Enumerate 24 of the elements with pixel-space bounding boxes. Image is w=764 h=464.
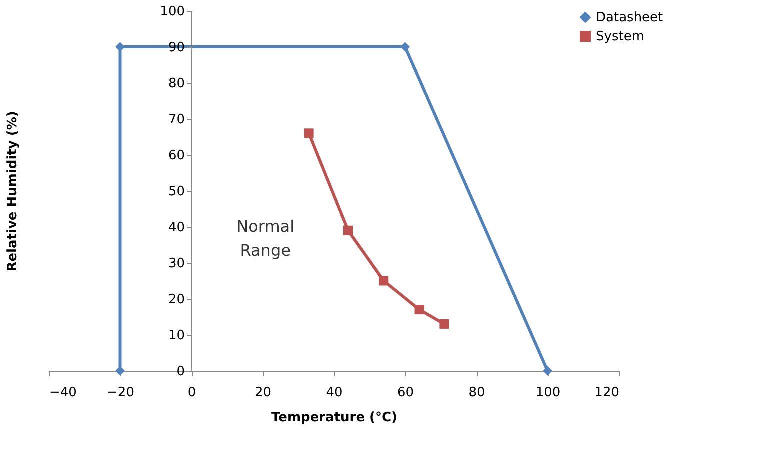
y-tick-label: 50 bbox=[168, 184, 185, 200]
x-tick-label: 40 bbox=[326, 386, 343, 400]
y-tick-label: 40 bbox=[168, 220, 185, 236]
x-tick-label: 0 bbox=[188, 386, 196, 400]
x-tick-label: 120 bbox=[594, 386, 620, 400]
x-tick-label: 20 bbox=[254, 386, 272, 400]
y-tick-label: 60 bbox=[168, 148, 185, 164]
y-axis-title: Relative Humidity (%) bbox=[6, 111, 20, 272]
x-tick-label: 80 bbox=[468, 386, 486, 400]
x-tick-label: −20 bbox=[107, 386, 134, 400]
annotation: Normal Range bbox=[236, 217, 295, 260]
y-tick-label: 0 bbox=[176, 364, 185, 380]
x-tick-label: −40 bbox=[50, 386, 77, 400]
y-tick-label: 70 bbox=[168, 112, 185, 128]
y-tick-label: 20 bbox=[168, 292, 185, 308]
legend-label: System bbox=[596, 30, 644, 44]
y-tick-label: 80 bbox=[168, 76, 185, 92]
y-tick-label: 30 bbox=[168, 256, 185, 272]
y-tick-label: 100 bbox=[160, 4, 185, 20]
x-axis-title: Temperature (°C) bbox=[272, 410, 398, 426]
x-tick-label: 100 bbox=[536, 386, 561, 400]
x-tick-label: 60 bbox=[397, 386, 414, 400]
legend-label: Datasheet bbox=[596, 10, 664, 26]
y-tick-label: 10 bbox=[168, 328, 185, 344]
